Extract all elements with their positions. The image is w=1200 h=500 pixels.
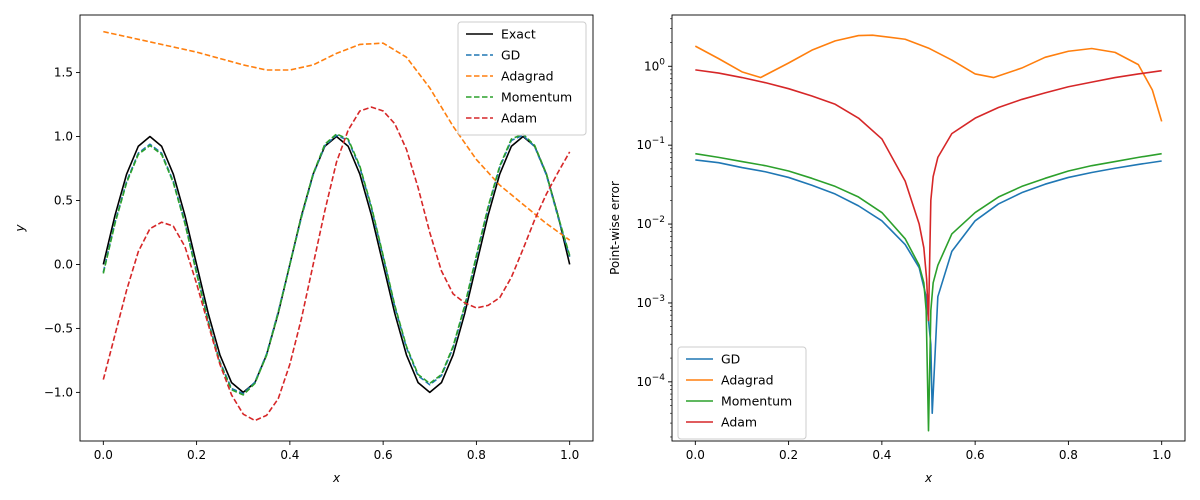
x-tick-label: 0.0 — [94, 448, 113, 462]
y-tick-label: −0.5 — [44, 321, 73, 335]
legend-label-adam: Adam — [721, 415, 757, 430]
x-tick-label: 0.2 — [187, 448, 206, 462]
x-axis-label: x — [924, 471, 933, 485]
legend-box — [677, 346, 807, 440]
legend: Exact GD Adagrad Momentum Adam — [457, 21, 587, 136]
chart-panel-2: 0.0 0.2 0.4 0.6 0.8 1.0 10−4 10−3 10−2 10−1 100 x Po… — [608, 14, 1186, 485]
series-line-momentum — [695, 152, 1162, 432]
y-tick-label: 0.5 — [54, 193, 73, 207]
legend-label-adagrad: Adagrad — [501, 69, 554, 84]
x-tick-label: 1.0 — [560, 448, 579, 462]
x-tick-label: 0.6 — [374, 448, 393, 462]
y-axis-label: Point-wise error — [608, 181, 622, 275]
x-tick-label: 0.6 — [966, 448, 985, 462]
y-tick-label: 100 — [644, 57, 665, 73]
series-line-adam — [102, 106, 571, 422]
legend-label-momentum: Momentum — [721, 394, 792, 409]
x-tick-label: 0.8 — [1059, 448, 1078, 462]
x-tick-label: 0.2 — [779, 448, 798, 462]
y-tick-label: 0.0 — [54, 257, 73, 271]
y-tick-label: 10−3 — [636, 294, 665, 310]
series-line-exact — [102, 135, 571, 394]
x-tick-label: 0.4 — [280, 448, 299, 462]
x-tick-label: 0.8 — [467, 448, 486, 462]
series-line-adagrad — [694, 34, 1163, 122]
legend-label-gd: GD — [721, 352, 740, 367]
legend-label-gd: GD — [501, 48, 520, 63]
series-line-momentum — [102, 133, 571, 396]
legend-label-adam: Adam — [501, 111, 537, 126]
y-tick-label: 1.0 — [54, 130, 73, 144]
y-tick-label: 1.5 — [54, 66, 73, 80]
series-line-adam — [695, 69, 1162, 322]
y-tick-label: −1.0 — [44, 385, 73, 399]
x-tick-label: 1.0 — [1152, 448, 1171, 462]
x-tick-label: 0.0 — [686, 448, 705, 462]
legend-label-exact: Exact — [501, 27, 536, 42]
y-axis-label: y — [13, 224, 27, 233]
series-line-adagrad — [103, 30, 571, 241]
plot-frame — [671, 14, 1186, 442]
x-axis-label: x — [332, 471, 341, 485]
y-tick-label: 10−2 — [636, 215, 665, 231]
legend-box — [457, 21, 587, 136]
legend: GD Adagrad Momentum Adam — [677, 346, 807, 440]
plot-frame — [79, 14, 594, 442]
y-tick-label: 10−4 — [636, 373, 665, 389]
legend-label-adagrad: Adagrad — [721, 373, 774, 388]
x-tick-label: 0.4 — [872, 448, 891, 462]
chart-panel-1: 0.0 0.2 0.4 0.6 0.8 1.0 −1.0 −0.5 0.0 0.5 1.0 1.5 x y… — [13, 14, 594, 485]
y-tick-label: 10−1 — [636, 136, 665, 152]
legend-label-momentum: Momentum — [501, 90, 572, 105]
